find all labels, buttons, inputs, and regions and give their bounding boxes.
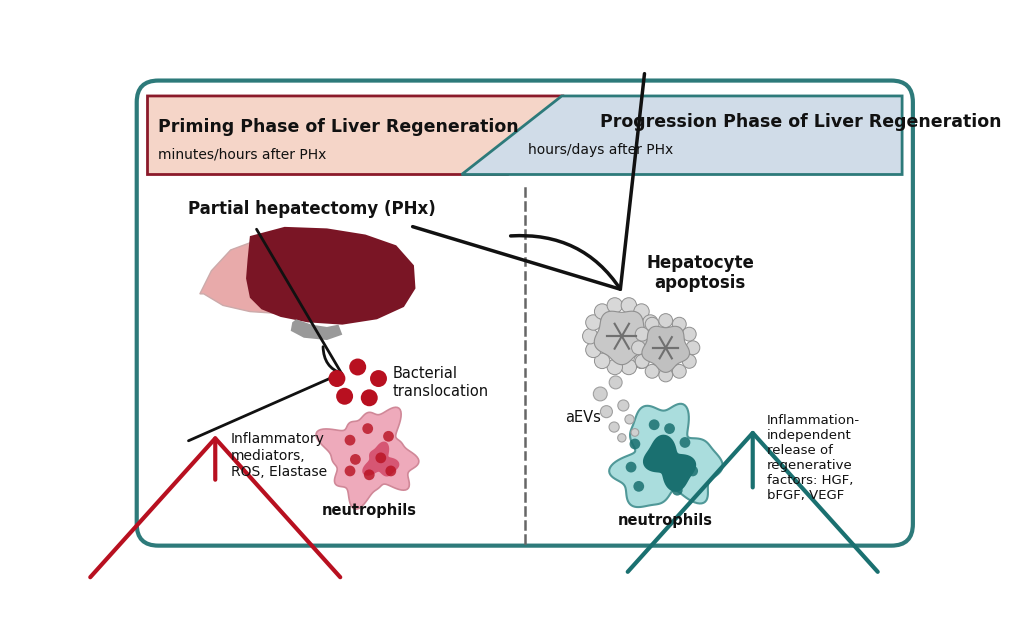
Circle shape [634, 353, 649, 368]
Text: Bacterial
translocation: Bacterial translocation [392, 366, 488, 399]
Circle shape [595, 304, 610, 319]
FancyBboxPatch shape [137, 81, 912, 546]
Circle shape [349, 358, 367, 376]
Circle shape [609, 422, 620, 432]
Circle shape [622, 359, 637, 374]
Text: hours/days after PHx: hours/days after PHx [527, 143, 673, 157]
Circle shape [622, 298, 637, 313]
Polygon shape [147, 96, 562, 174]
Circle shape [329, 370, 345, 387]
Circle shape [682, 327, 696, 341]
Circle shape [370, 370, 387, 387]
Circle shape [635, 355, 649, 368]
Text: Partial hepatectomy (PHx): Partial hepatectomy (PHx) [188, 200, 436, 218]
Circle shape [350, 454, 360, 465]
Circle shape [362, 423, 373, 434]
Circle shape [673, 365, 686, 378]
Circle shape [632, 341, 645, 355]
Polygon shape [200, 240, 315, 313]
Circle shape [645, 317, 659, 331]
Text: neutrophils: neutrophils [618, 513, 713, 528]
Text: Priming Phase of Liver Regeneration: Priming Phase of Liver Regeneration [159, 118, 519, 136]
Circle shape [385, 466, 396, 476]
Circle shape [586, 342, 601, 358]
Circle shape [600, 405, 612, 418]
Circle shape [643, 342, 658, 358]
Circle shape [626, 462, 637, 472]
Circle shape [658, 314, 673, 327]
Circle shape [635, 327, 649, 341]
Circle shape [336, 388, 353, 405]
Circle shape [643, 315, 658, 330]
Text: Inflammatory
mediators,
ROS, Elastase: Inflammatory mediators, ROS, Elastase [230, 432, 327, 479]
Circle shape [634, 304, 649, 319]
Polygon shape [642, 326, 689, 373]
Circle shape [583, 329, 598, 344]
Circle shape [680, 437, 690, 448]
Circle shape [646, 329, 662, 344]
Circle shape [607, 298, 623, 313]
Circle shape [364, 469, 375, 480]
Circle shape [687, 466, 698, 476]
Circle shape [658, 368, 673, 382]
Text: neutrophils: neutrophils [322, 503, 417, 518]
Circle shape [649, 419, 659, 430]
Circle shape [376, 453, 386, 463]
Text: Progression Phase of Liver Regeneration: Progression Phase of Liver Regeneration [600, 113, 1001, 131]
Circle shape [645, 365, 659, 378]
Circle shape [631, 428, 639, 436]
Circle shape [383, 431, 394, 441]
Text: Hepatocyte
apoptosis: Hepatocyte apoptosis [646, 254, 755, 293]
Text: aEVs: aEVs [565, 410, 601, 425]
Polygon shape [462, 96, 902, 174]
Circle shape [593, 387, 607, 401]
Polygon shape [609, 404, 723, 507]
Circle shape [345, 466, 355, 476]
Circle shape [607, 359, 623, 374]
Polygon shape [246, 227, 416, 325]
Circle shape [595, 353, 610, 368]
Circle shape [586, 315, 601, 330]
Circle shape [665, 423, 675, 434]
Circle shape [617, 433, 626, 442]
Circle shape [672, 485, 683, 495]
Polygon shape [291, 319, 342, 340]
Text: Inflammation-
independent
release of
regenerative
factors: HGF,
bFGF, VEGF: Inflammation- independent release of reg… [767, 414, 860, 502]
Circle shape [686, 341, 699, 355]
Polygon shape [362, 441, 399, 477]
Circle shape [609, 376, 623, 389]
Circle shape [345, 435, 355, 446]
Circle shape [625, 415, 634, 424]
Circle shape [630, 438, 640, 450]
Polygon shape [316, 407, 419, 509]
Polygon shape [594, 311, 649, 365]
Text: minutes/hours after PHx: minutes/hours after PHx [159, 148, 327, 161]
Circle shape [360, 389, 378, 406]
Circle shape [634, 481, 644, 492]
Circle shape [682, 355, 696, 368]
Circle shape [617, 400, 629, 411]
Circle shape [673, 317, 686, 331]
Polygon shape [643, 435, 696, 492]
